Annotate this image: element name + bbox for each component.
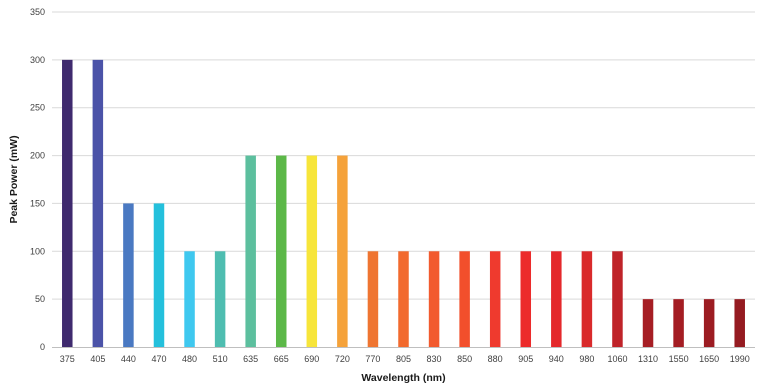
bar-1550 — [673, 299, 684, 347]
x-tick-label: 635 — [243, 354, 258, 364]
x-tick-label: 1550 — [669, 354, 689, 364]
x-tick-label: 375 — [60, 354, 75, 364]
bar-480 — [184, 251, 195, 347]
x-tick-label: 720 — [335, 354, 350, 364]
bar-440 — [123, 203, 134, 347]
bar-1990 — [734, 299, 745, 347]
y-tick-label: 0 — [40, 342, 45, 352]
x-tick-label: 1310 — [638, 354, 658, 364]
x-tick-label: 1060 — [607, 354, 627, 364]
x-tick-label: 770 — [365, 354, 380, 364]
gridlines — [52, 11, 755, 300]
bar-940 — [551, 251, 562, 347]
bar-770 — [367, 251, 379, 347]
bar-510 — [214, 251, 226, 347]
bar-1060 — [612, 251, 623, 347]
x-tick-label: 1650 — [699, 354, 719, 364]
x-tick-label: 690 — [304, 354, 319, 364]
bar-980 — [581, 251, 593, 347]
bar-375 — [62, 59, 73, 347]
x-tick-label: 805 — [396, 354, 411, 364]
x-tick-label: 470 — [151, 354, 166, 364]
bar-635 — [245, 155, 256, 347]
x-axis-title: Wavelength (nm) — [361, 372, 445, 384]
x-tick-label: 480 — [182, 354, 197, 364]
x-tick-label: 665 — [274, 354, 289, 364]
y-tick-label: 100 — [30, 246, 45, 256]
bar-405 — [92, 59, 104, 347]
y-tick-label: 150 — [30, 198, 45, 208]
x-tick-label: 440 — [121, 354, 136, 364]
x-tick-label: 1990 — [730, 354, 750, 364]
y-tick-label: 350 — [30, 7, 45, 17]
y-tick-label: 50 — [35, 294, 45, 304]
x-tick-label: 830 — [427, 354, 442, 364]
y-tick-label: 250 — [30, 103, 45, 113]
bar-830 — [428, 251, 440, 347]
x-tick-label: 510 — [213, 354, 228, 364]
x-tick-label: 980 — [579, 354, 594, 364]
bar-905 — [520, 251, 532, 347]
x-axis-ticks: 375 405 440 470 480 510 635 665 690 720 770 805 830 8… — [60, 354, 750, 364]
x-tick-label: 405 — [90, 354, 105, 364]
bar-850 — [459, 251, 470, 347]
y-axis-title: Peak Power (mW) — [8, 135, 20, 223]
bar-665 — [275, 155, 287, 347]
bar-720 — [337, 155, 348, 347]
bar-1650 — [703, 299, 715, 347]
y-tick-label: 200 — [30, 151, 45, 161]
bar-880 — [489, 251, 501, 347]
x-tick-label: 850 — [457, 354, 472, 364]
y-tick-label: 300 — [30, 55, 45, 65]
bars — [62, 59, 745, 347]
bar-1310 — [642, 299, 654, 347]
x-tick-label: 880 — [488, 354, 503, 364]
x-tick-label: 905 — [518, 354, 533, 364]
bar-470 — [153, 203, 165, 347]
x-tick-label: 940 — [549, 354, 564, 364]
bar-690 — [306, 155, 318, 347]
y-axis-ticks: 0 50 100 150 200 250 300 350 — [30, 7, 45, 352]
bar-805 — [398, 251, 409, 347]
